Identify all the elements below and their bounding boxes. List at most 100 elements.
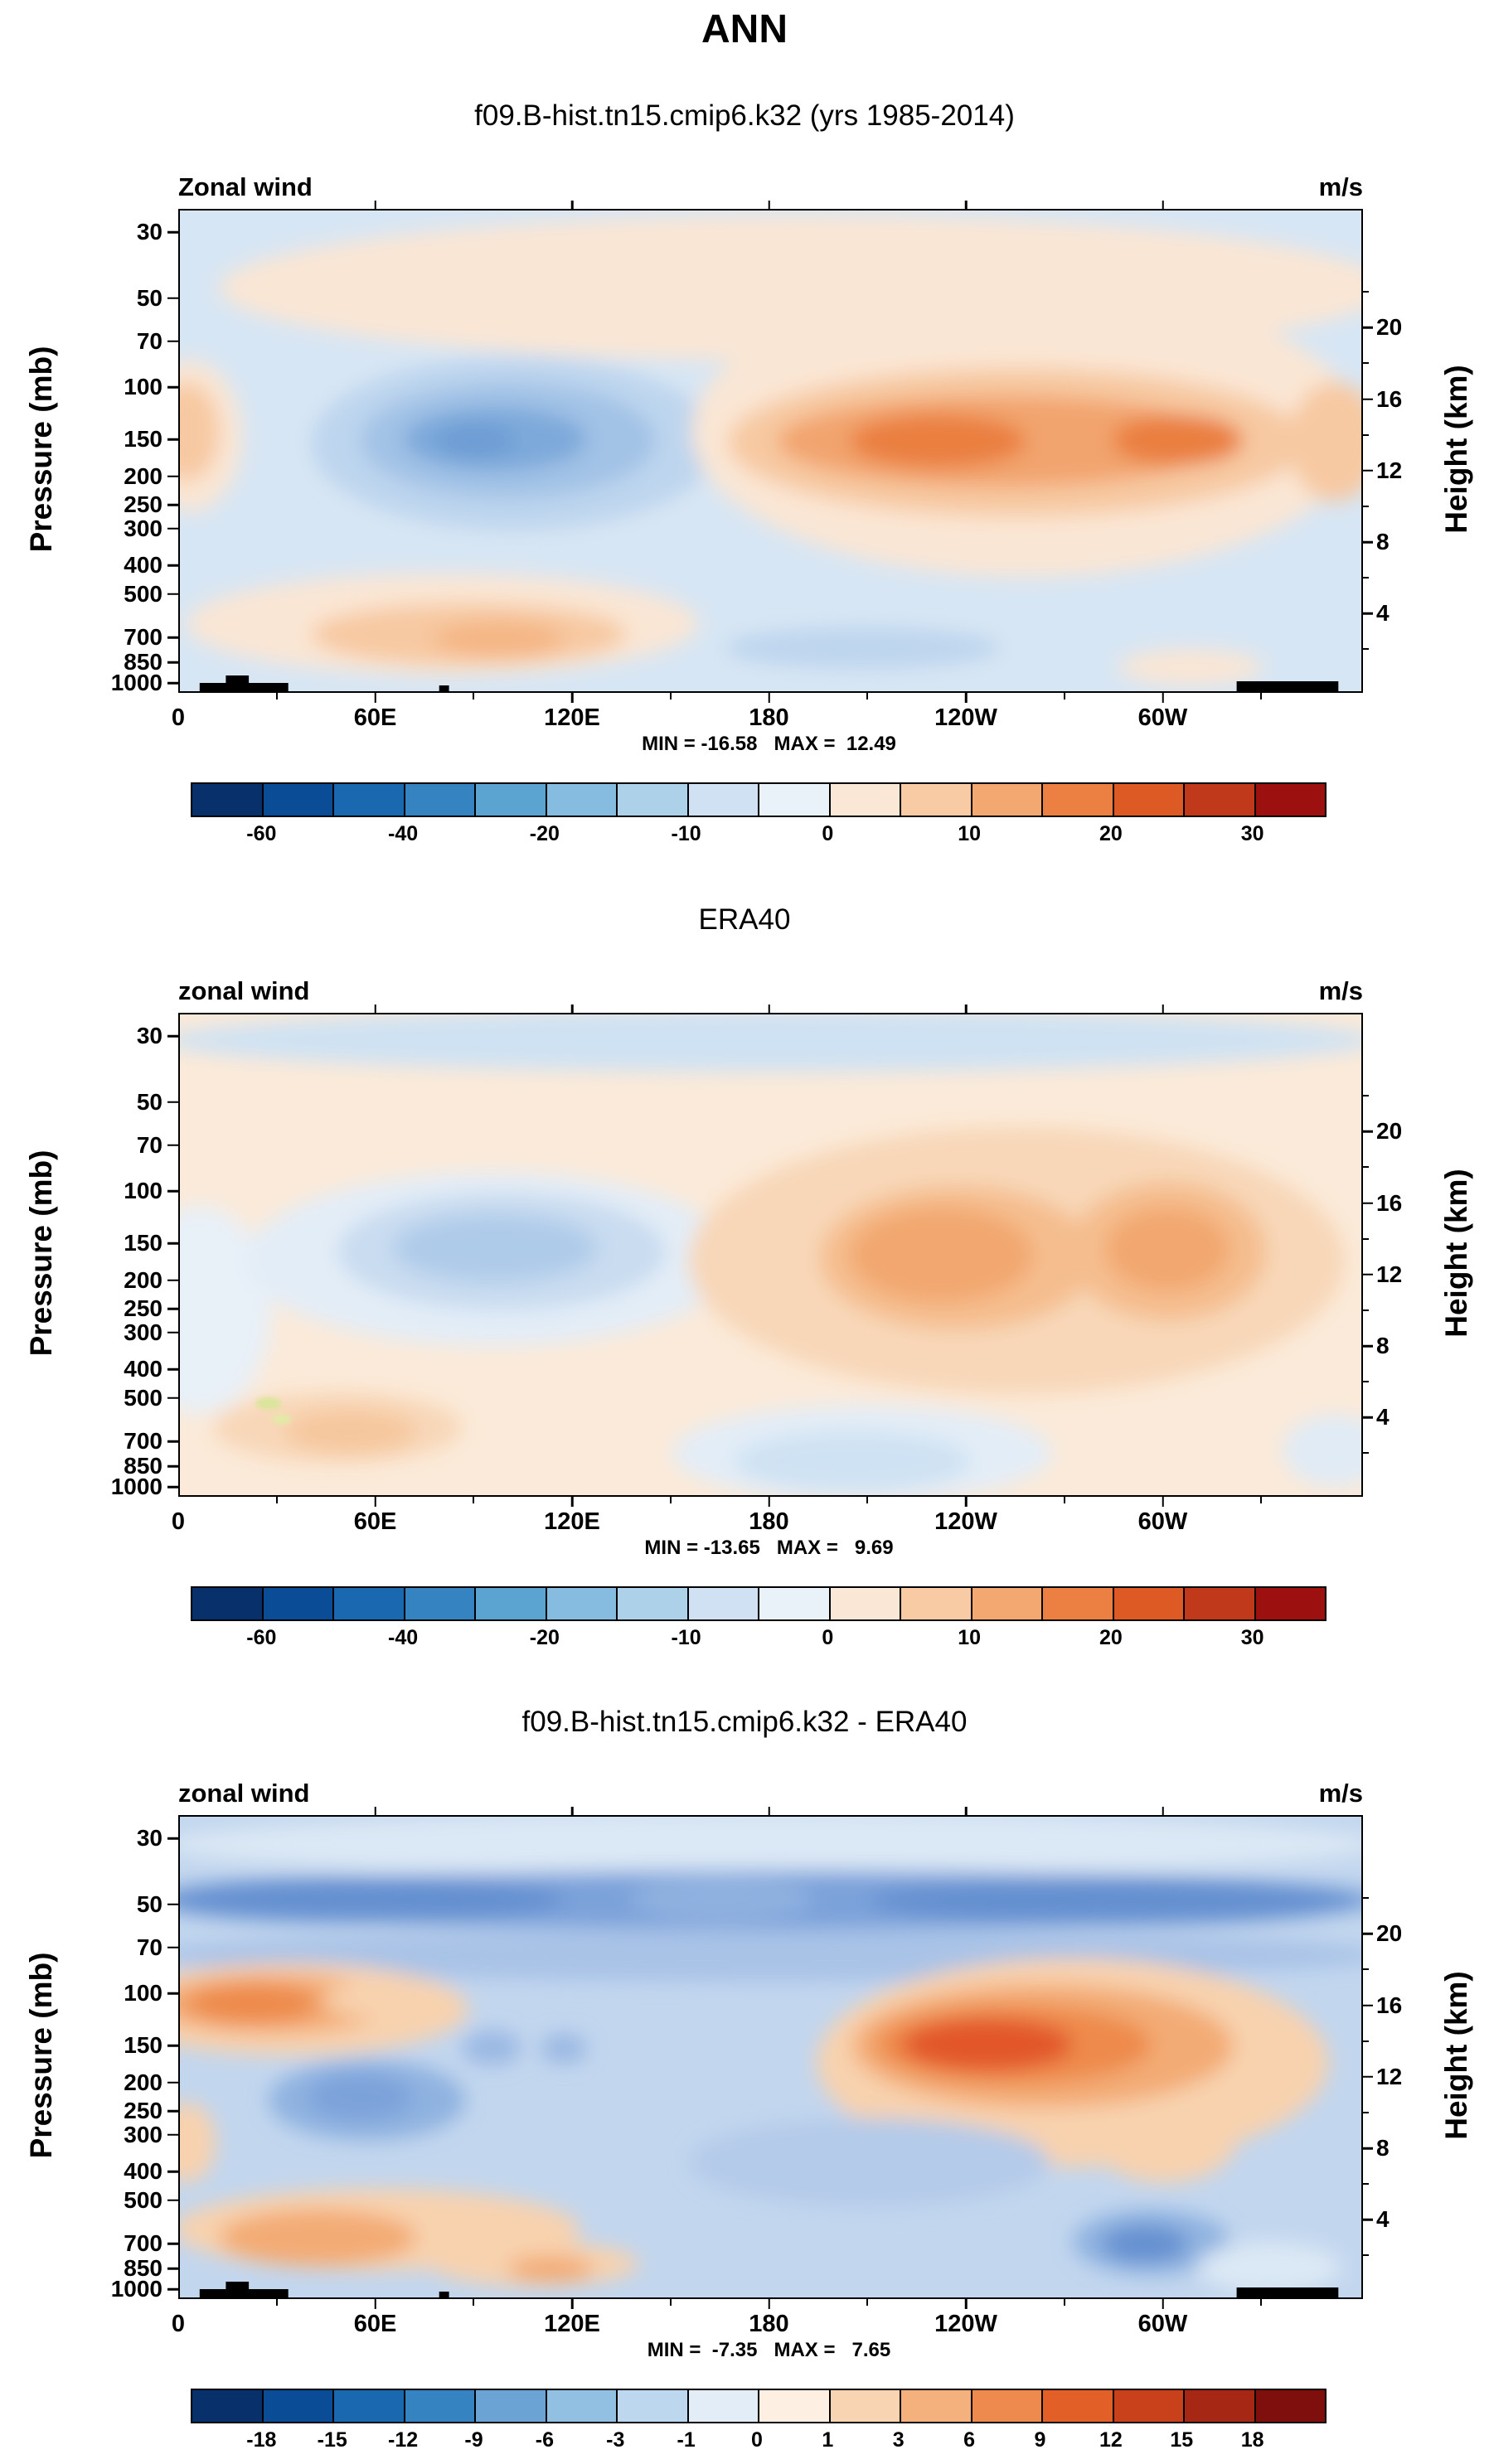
pressure-tick-label: 850 bbox=[124, 1453, 162, 1479]
pressure-tick-label: 200 bbox=[124, 2069, 162, 2095]
x-top-tick-mark bbox=[964, 1004, 968, 1013]
field-label: zonal wind bbox=[178, 976, 310, 1005]
colorbar-tick-label: 18 bbox=[1240, 2428, 1264, 2452]
x-tick-mark bbox=[570, 1496, 574, 1507]
colorbar-segment bbox=[688, 2390, 759, 2422]
colorbar-segment bbox=[192, 2390, 264, 2422]
colorbar-segment bbox=[1255, 784, 1325, 816]
pressure-tick-label: 500 bbox=[124, 2186, 162, 2213]
contour-blob bbox=[186, 1984, 318, 2023]
pressure-tick-label: 50 bbox=[136, 1890, 162, 1917]
x-top-tick-mark bbox=[768, 201, 770, 209]
x-tick-mark bbox=[275, 1496, 278, 1503]
x-tick-label: 120E bbox=[544, 1508, 600, 1535]
x-tick-mark bbox=[374, 1496, 376, 1507]
height-minor-tick-mark bbox=[1362, 1166, 1369, 1169]
colorbar-tick-label: 0 bbox=[822, 822, 834, 845]
x-tick-mark bbox=[768, 2298, 770, 2309]
colorbar-segment bbox=[192, 784, 264, 816]
height-tick-label: 20 bbox=[1376, 1118, 1403, 1145]
colorbar-segment bbox=[618, 784, 689, 816]
colorbar-tick-label: 20 bbox=[1099, 1626, 1123, 1649]
pressure-tick-label: 400 bbox=[124, 2158, 162, 2185]
colorbar-tick-label: -20 bbox=[529, 822, 560, 845]
height-tick-mark bbox=[1362, 2075, 1373, 2079]
colorbar-segment bbox=[618, 2390, 689, 2422]
field-svg bbox=[180, 211, 1361, 691]
pressure-tick-label: 150 bbox=[124, 426, 162, 453]
topography-bar bbox=[439, 2292, 449, 2297]
colorbar-tick-label: 0 bbox=[822, 1626, 834, 1649]
colorbar-labels: -60 -40 -20 -10 0 10 20 30 bbox=[0, 822, 1489, 849]
pressure-tick-mark bbox=[167, 1242, 178, 1245]
height-tick-label: 16 bbox=[1376, 385, 1403, 412]
x-tick-label: 60E bbox=[353, 2311, 397, 2337]
height-minor-tick-mark bbox=[1362, 1897, 1369, 1900]
pressure-tick-mark bbox=[167, 1368, 178, 1371]
height-tick-label: 20 bbox=[1376, 314, 1403, 341]
y-axis-title-pressure: Pressure (mb) bbox=[24, 1952, 58, 2159]
contour-blob bbox=[507, 2255, 594, 2282]
pressure-tick-mark bbox=[167, 682, 178, 685]
pressure-tick-label: 70 bbox=[136, 327, 162, 354]
pressure-tick-mark bbox=[167, 2199, 178, 2202]
pressure-tick-mark bbox=[167, 1189, 178, 1193]
contour-plot bbox=[178, 1013, 1363, 1497]
contour-blob bbox=[435, 424, 515, 457]
colorbar-tick-label: -10 bbox=[671, 1626, 701, 1649]
height-tick-mark bbox=[1362, 327, 1373, 329]
colorbar-segment bbox=[972, 784, 1043, 816]
colorbar-segment bbox=[1043, 2390, 1114, 2422]
panel-title: f09.B-hist.tn15.cmip6.k32 (yrs 1985-2014… bbox=[474, 99, 1015, 132]
pressure-tick-mark bbox=[167, 2267, 178, 2270]
pressure-tick-label: 400 bbox=[124, 552, 162, 578]
contour-blob bbox=[1102, 2225, 1188, 2263]
pressure-tick-mark bbox=[167, 1903, 178, 1905]
colorbar-segment bbox=[476, 2390, 547, 2422]
colorbar-tick-label: -20 bbox=[529, 1626, 560, 1649]
colorbar-segment bbox=[334, 784, 405, 816]
contour-blob bbox=[219, 2209, 417, 2266]
colorbar-segment bbox=[476, 784, 547, 816]
height-minor-tick-mark bbox=[1362, 2111, 1369, 2113]
colorbar-tick-label: 10 bbox=[958, 822, 982, 845]
colorbar-segment bbox=[901, 2390, 972, 2422]
height-minor-tick-mark bbox=[1362, 433, 1369, 436]
x-tick-mark bbox=[669, 692, 672, 700]
contour-blob bbox=[725, 627, 1001, 669]
contour-blob bbox=[541, 2033, 587, 2064]
x-tick-mark bbox=[473, 1496, 475, 1503]
height-tick-label: 8 bbox=[1376, 1333, 1390, 1358]
pressure-tick-mark bbox=[167, 385, 178, 389]
colorbar-tick-label: 0 bbox=[751, 2428, 763, 2452]
height-tick-mark bbox=[1362, 1416, 1373, 1419]
colorbar-segment bbox=[263, 784, 334, 816]
pressure-tick-label: 1000 bbox=[110, 670, 162, 696]
colorbar-segment bbox=[1185, 784, 1256, 816]
colorbar-segment bbox=[546, 1588, 618, 1619]
pressure-tick-label: 200 bbox=[124, 1266, 162, 1293]
x-tick-label: 0 bbox=[171, 704, 186, 731]
x-tick-mark bbox=[1260, 692, 1263, 700]
y-axis-title-height: Height (km) bbox=[1439, 365, 1473, 534]
colorbar-segment bbox=[405, 1588, 476, 1619]
x-tick-mark bbox=[669, 1496, 672, 1503]
colorbar-segment bbox=[972, 1588, 1043, 1619]
contour-blob bbox=[869, 1877, 1361, 1925]
colorbar-labels: -18 -15 -12 -9 -6 -3 -1 0 1 3 6 9 12 15 18 bbox=[0, 2428, 1489, 2455]
pressure-tick-label: 500 bbox=[124, 1384, 162, 1411]
x-top-tick-mark bbox=[570, 1004, 574, 1013]
height-tick-mark bbox=[1362, 612, 1373, 615]
x-tick-label: 120E bbox=[544, 2311, 600, 2337]
contour-blob bbox=[901, 2018, 1073, 2071]
pressure-tick-mark bbox=[167, 2133, 178, 2136]
x-top-tick-mark bbox=[374, 1807, 376, 1815]
pressure-tick-label: 300 bbox=[124, 515, 162, 541]
contour-blob bbox=[180, 1876, 565, 1923]
height-minor-tick-mark bbox=[1362, 648, 1369, 651]
height-minor-tick-mark bbox=[1362, 291, 1369, 293]
colorbar-tick-label: 12 bbox=[1099, 2428, 1123, 2452]
colorbar-tick-label: -6 bbox=[535, 2428, 554, 2452]
x-tick-mark bbox=[473, 692, 475, 700]
height-tick-mark bbox=[1362, 398, 1373, 400]
